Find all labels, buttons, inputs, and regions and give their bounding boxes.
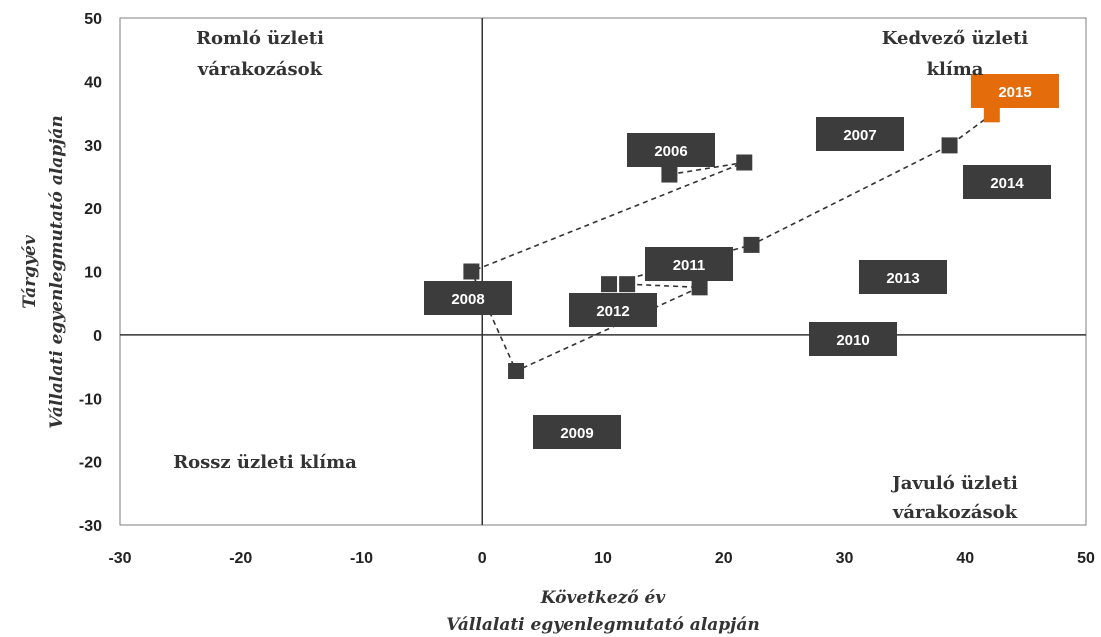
marker-2006 [661,166,678,183]
year-label-box [809,322,897,356]
connecting-path [470,113,993,373]
x-tick-label: -20 [229,550,252,567]
quadrant-label-top-right: Kedvező üzleti klíma [882,28,1029,80]
x-tick-labels: -30 -20 -10 0 10 20 30 40 50 [108,550,1095,567]
quadrant-top-right-line1: Kedvező üzleti [882,28,1029,49]
x-tick-label: 10 [594,550,612,567]
quadrant-label-bottom-left: Rossz üzleti klíma [173,452,357,473]
y-tick-label: 50 [84,11,102,28]
year-label-text: 2010 [836,332,869,349]
year-label-2010: 2010 [809,322,897,356]
x-tick-label: 0 [478,550,487,567]
x-axis-title-line2: Vállalati egyenlegmutató alapján [446,615,759,635]
y-axis-title-line2: Vállalati egyenlegmutató alapján [47,115,67,428]
x-tick-label: 50 [1077,550,1095,567]
year-label-text: 2007 [843,127,876,144]
year-label-box [859,260,947,294]
year-label-box [533,415,621,449]
year-label-2012: 2012 [569,293,657,327]
year-label-text: 2015 [998,84,1031,101]
year-label-box [816,117,904,151]
x-tick-label: -30 [108,550,131,567]
x-tick-label: -10 [350,550,373,567]
y-axis-title: Tárgyév Vállalati egyenlegmutató alapján [20,115,67,428]
marker-2007 [736,154,753,171]
quadrant-top-left-line1: Romló üzleti [196,28,324,49]
y-tick-label: 0 [93,328,102,345]
y-tick-label: 10 [84,265,102,282]
quadrant-label-bottom-right: Javuló üzleti várakozások [890,473,1018,523]
x-tick-label: 40 [956,550,974,567]
marker-2009 [508,362,525,379]
quadrant-top-right-line2: klíma [927,59,984,80]
quadrant-top-left-line2: várakozások [197,59,323,80]
year-label-box [569,293,657,327]
plot-area-border [119,17,1087,526]
marker-2014 [941,137,958,154]
quadrant-label-top-left: Romló üzleti várakozások [196,28,324,80]
quadrant-bottom-left-line1: Rossz üzleti klíma [173,452,357,473]
year-label-text: 2014 [990,175,1024,192]
x-tick-label: 20 [715,550,733,567]
y-axis-title-line1: Tárgyév [20,234,40,309]
year-label-2011: 2011 [645,247,733,281]
markers-layer [463,106,1000,379]
year-label-text: 2012 [596,303,629,320]
year-label-text: 2006 [654,143,687,160]
marker-2010 [691,279,708,296]
year-label-2009: 2009 [533,415,621,449]
year-label-2013: 2013 [859,260,947,294]
quadrant-bottom-right-line2: várakozások [892,502,1018,523]
y-tick-label: -10 [79,391,102,408]
year-label-2008: 2008 [424,281,512,315]
x-tick-label: 30 [836,550,854,567]
y-tick-labels: -30 -20 -10 0 10 20 30 40 50 [79,11,102,535]
trajectory-line [470,113,993,373]
year-label-text: 2008 [451,291,484,308]
marker-2012 [601,276,618,293]
year-label-box [645,247,733,281]
y-tick-label: 30 [84,138,102,155]
year-label-text: 2009 [560,425,593,442]
year-label-text: 2013 [886,270,919,287]
marker-2011 [619,276,636,293]
marker-2015 [983,106,1000,123]
y-tick-label: -20 [79,455,102,472]
year-label-text: 2011 [673,257,706,274]
year-label-box [971,74,1059,108]
year-label-box [627,133,715,167]
y-tick-label: -30 [79,518,102,535]
x-axis-title-line1: Következő év [540,588,667,608]
marker-2008 [463,263,480,280]
year-label-2015: 2015 [971,74,1059,108]
quadrant-bottom-right-line1: Javuló üzleti [890,473,1018,494]
axes-layer [120,18,1086,525]
y-tick-label: 20 [84,201,102,218]
x-axis-title: Következő év Vállalati egyenlegmutató al… [446,588,759,635]
year-label-2006: 2006 [627,133,715,167]
year-label-2007: 2007 [816,117,904,151]
year-labels-layer: 2006 2007 2008 2009 2010 2011 2012 2013 2014 2015 [424,74,1059,449]
y-tick-label: 40 [84,74,102,91]
year-label-box [963,165,1051,199]
marker-2013 [743,236,760,253]
year-label-2014: 2014 [963,165,1051,199]
year-label-box [424,281,512,315]
